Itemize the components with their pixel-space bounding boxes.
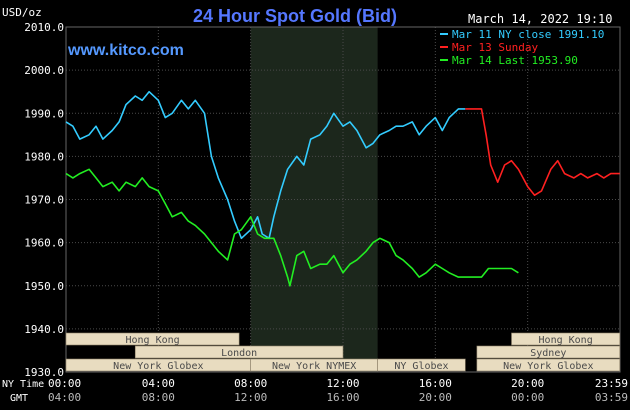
x-tick-label: 00:00	[511, 391, 544, 404]
x-axis-row-label-ny: NY Time	[2, 379, 44, 390]
x-tick-label: 23:59	[595, 377, 628, 390]
y-tick-label: 1930.0	[24, 366, 64, 379]
x-tick-label: 16:00	[419, 377, 452, 390]
x-tick-label: 08:00	[234, 377, 267, 390]
y-tick-label: 1960.0	[24, 237, 64, 250]
y-axis-tick-labels: 1930.0 1940.0 1950.0 1960.0 1970.0 1980.0 1990…	[24, 21, 64, 379]
session-bar	[476, 358, 621, 372]
legend-entry: Mar 11 NY close 1991.10	[452, 28, 604, 41]
x-axis-tick-labels: 00:00 04:00 08:00 12:00 16:00 20:00 23:5904:00…	[48, 377, 628, 404]
legend-entry: Mar 14 Last 1953.90	[452, 54, 578, 67]
x-tick-label: 16:00	[326, 391, 359, 404]
x-tick-label: 04:00	[142, 377, 175, 390]
y-tick-label: 2010.0	[24, 21, 64, 34]
legend-entry: Mar 13 Sunday	[452, 41, 538, 54]
x-tick-label: 12:00	[326, 377, 359, 390]
y-tick-label: 1940.0	[24, 323, 64, 336]
series-line-2	[65, 168, 519, 287]
series-line-0	[65, 90, 466, 240]
session-bar	[134, 345, 344, 359]
x-tick-label: 04:00	[48, 391, 81, 404]
shaded-session-region	[250, 27, 378, 372]
session-label: NY Globex	[394, 361, 448, 372]
x-tick-label: 03:59	[595, 391, 628, 404]
session-label: Sydney	[530, 348, 566, 359]
series-line-1	[465, 108, 620, 196]
x-tick-label: 20:00	[511, 377, 544, 390]
session-bar	[65, 332, 240, 346]
x-tick-label: 12:00	[234, 391, 267, 404]
market-sessions: Hong Kong Hong Kong London Sydney New York G…	[65, 332, 621, 372]
x-axis-row-label-gmt: GMT	[10, 393, 28, 404]
session-label: Hong Kong	[125, 335, 179, 346]
session-label: New York NYMEX	[272, 361, 356, 372]
chart-title: 24 Hour Spot Gold (Bid)	[193, 6, 397, 26]
plot-frame	[65, 26, 621, 373]
brand-label: www.kitco.com	[67, 42, 184, 59]
x-tick-label: 20:00	[419, 391, 452, 404]
y-axis-label: USD/oz	[2, 6, 42, 19]
session-label: New York Globex	[113, 361, 203, 372]
y-tick-label: 1990.0	[24, 107, 64, 120]
y-tick-label: 1980.0	[24, 150, 64, 163]
x-tick-label: 08:00	[142, 391, 175, 404]
session-bar	[511, 332, 621, 346]
y-tick-label: 2000.0	[24, 64, 64, 77]
session-bar	[377, 358, 466, 372]
y-tick-label: 1970.0	[24, 194, 64, 207]
x-tick-label: 00:00	[48, 377, 81, 390]
grid-lines	[65, 26, 621, 373]
y-tick-label: 1950.0	[24, 280, 64, 293]
session-label: Hong Kong	[539, 335, 593, 346]
session-bar	[476, 345, 621, 359]
session-label: New York Globex	[503, 361, 593, 372]
session-label: London	[221, 348, 257, 359]
series-lines	[65, 90, 620, 287]
timestamp: March 14, 2022 19:10	[468, 12, 613, 26]
